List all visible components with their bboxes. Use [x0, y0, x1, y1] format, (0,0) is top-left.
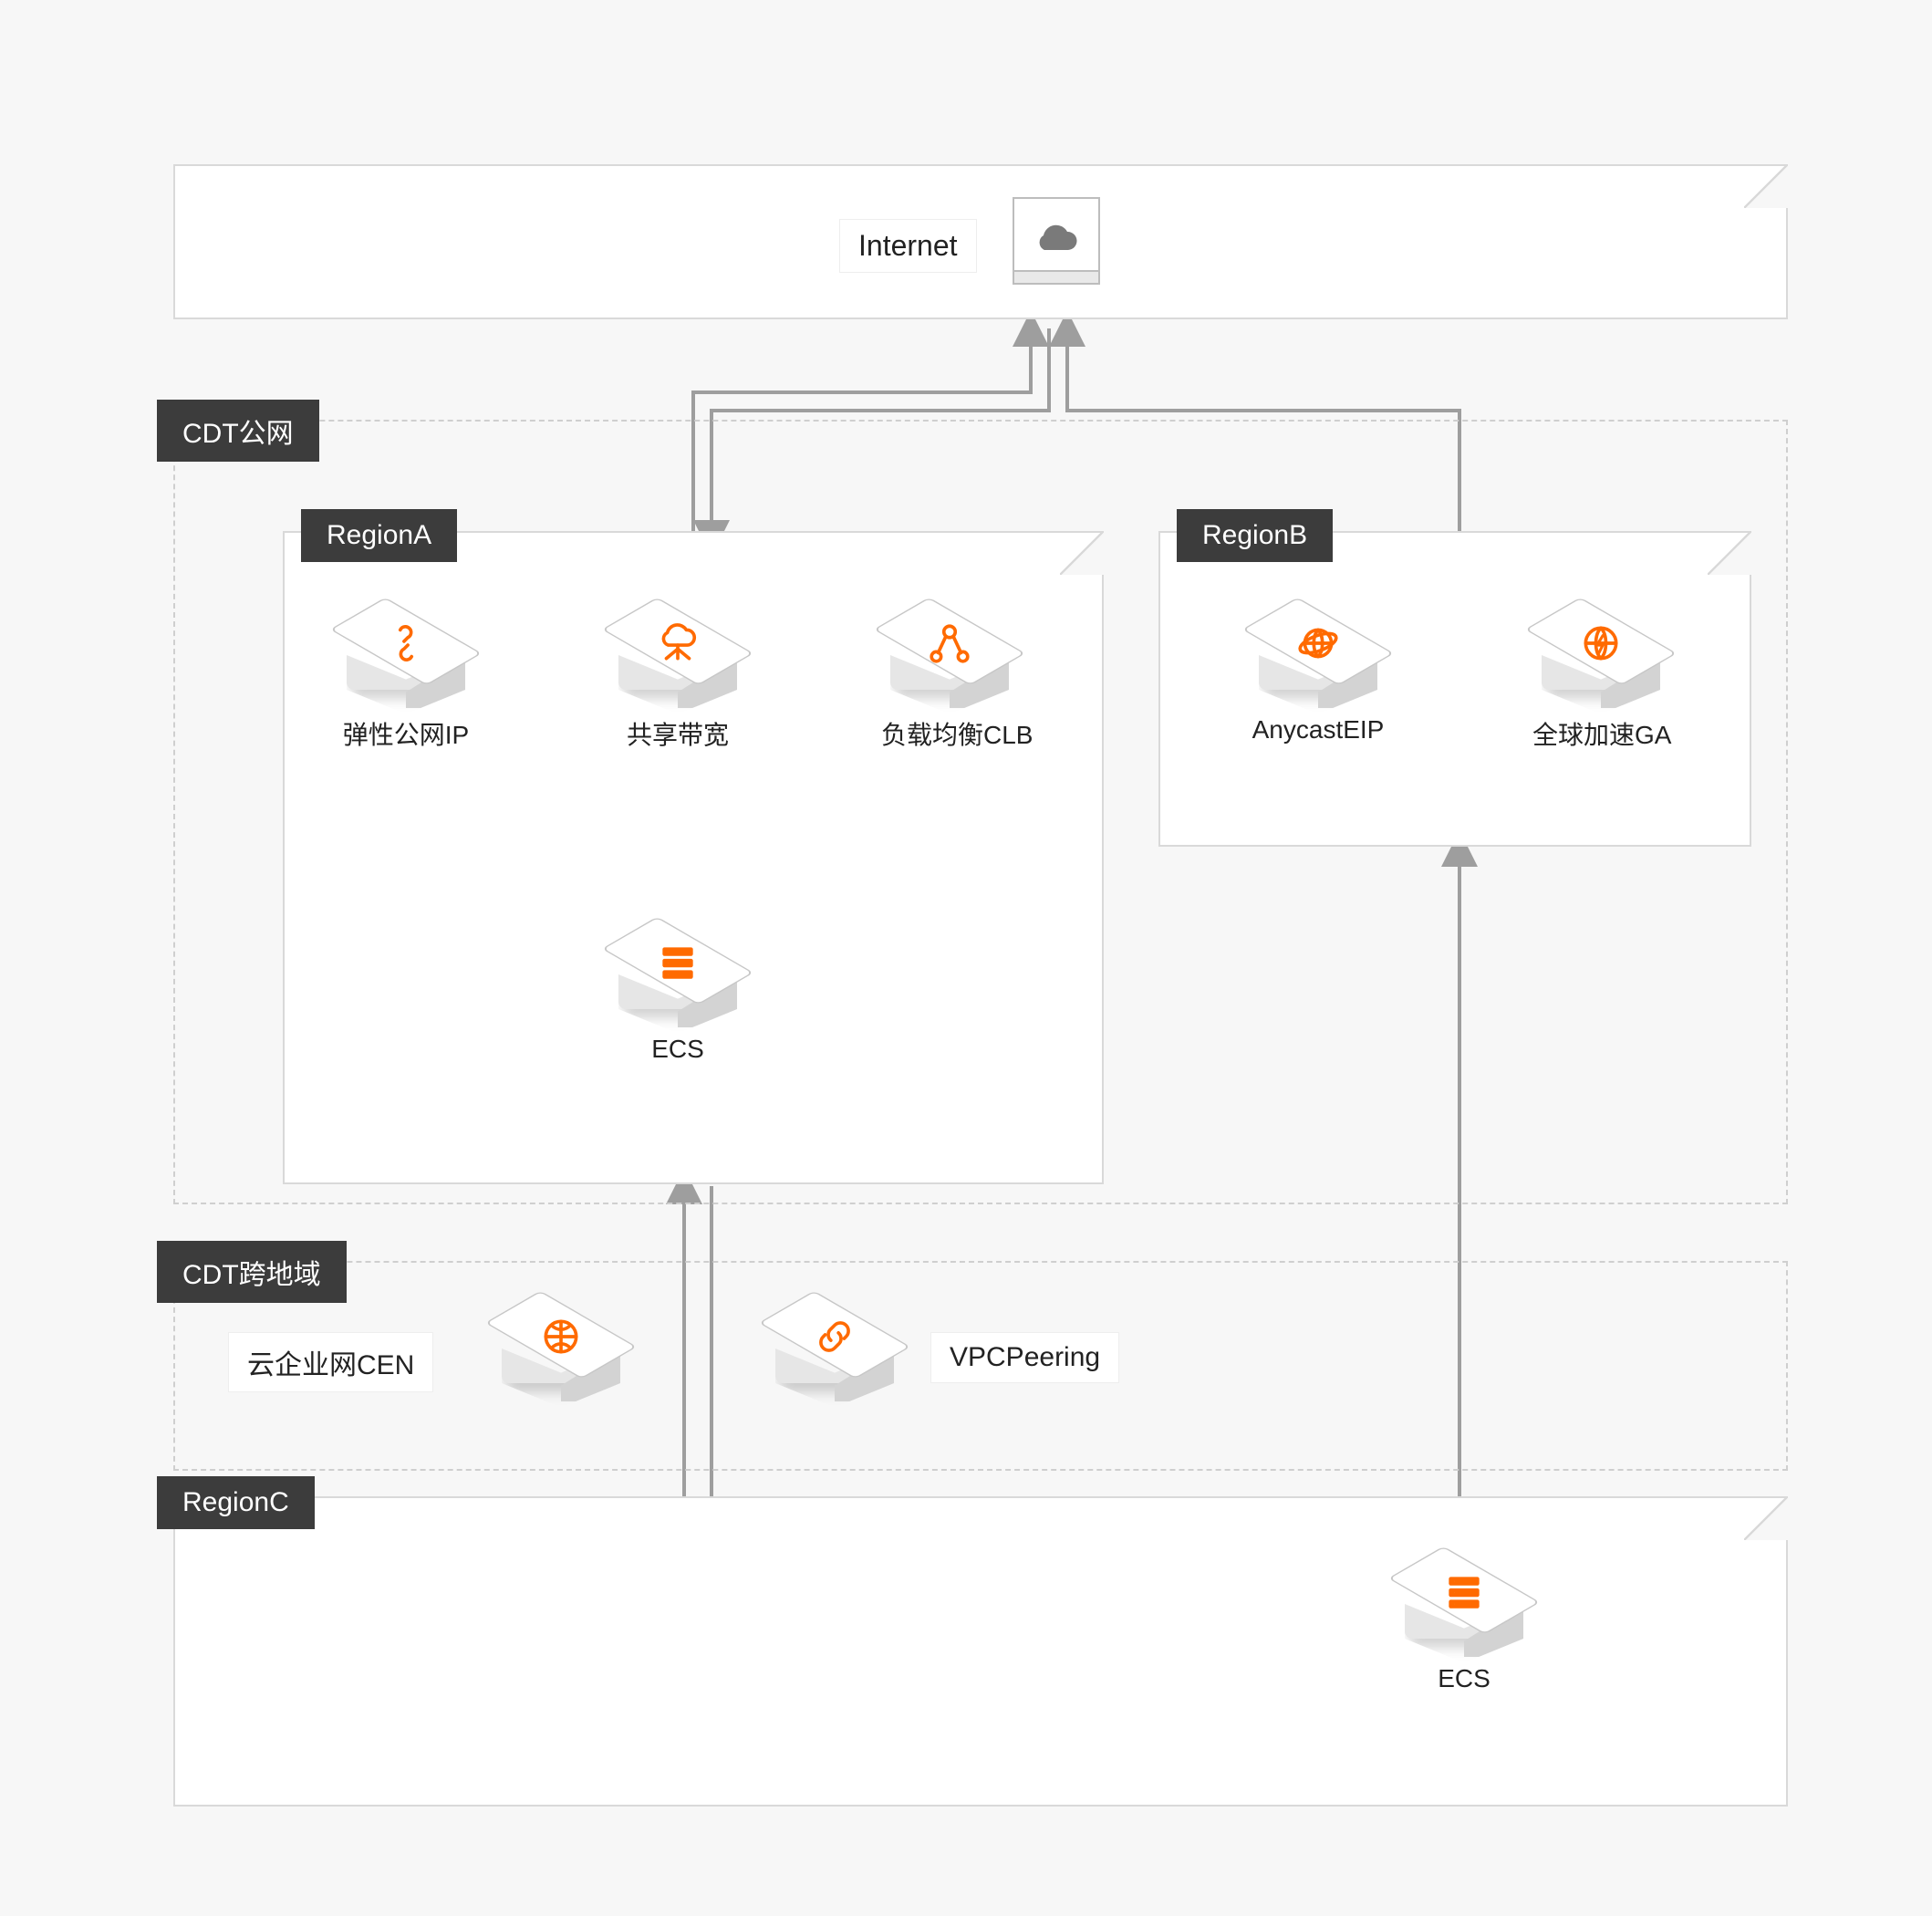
globe-bolt-icon	[1572, 614, 1630, 672]
plug-icon	[377, 614, 435, 672]
cloud-icon	[1013, 197, 1100, 285]
anycast-node: AnycastEIP	[1250, 602, 1387, 748]
vpcpeering-node	[766, 1296, 903, 1442]
vpcpeering-label: VPCPeering	[930, 1332, 1119, 1383]
lb-icon	[920, 614, 979, 672]
eip-node: 弹性公网IP	[338, 602, 474, 748]
regionA-tag: RegionA	[301, 509, 457, 562]
cen-node	[493, 1296, 629, 1442]
node-caption: AnycastEIP	[1250, 715, 1387, 745]
node-caption: 共享带宽	[609, 715, 746, 752]
ecs-c-node: ECS	[1396, 1551, 1532, 1697]
internet-panel	[173, 164, 1788, 319]
ecs-a-node: ECS	[609, 922, 746, 1067]
server-icon	[1435, 1563, 1493, 1621]
cdt-cross-tag: CDT跨地域	[157, 1241, 347, 1303]
cen-label: 云企业网CEN	[228, 1332, 433, 1392]
regionC-panel	[173, 1496, 1788, 1807]
regionC-tag: RegionC	[157, 1476, 315, 1529]
diagram-canvas: Internet CDT公网 RegionA RegionB CDT跨地域 Re…	[0, 0, 1932, 1916]
globe-ring-icon	[1289, 614, 1347, 672]
link-icon	[805, 1307, 864, 1366]
regionB-tag: RegionB	[1177, 509, 1333, 562]
server-icon	[649, 933, 707, 992]
node-caption: 负载均衡CLB	[881, 715, 1018, 752]
ga-node: 全球加速GA	[1532, 602, 1669, 748]
node-caption: 全球加速GA	[1532, 715, 1669, 752]
bandwidth-node: 共享带宽	[609, 602, 746, 748]
internet-label: Internet	[839, 219, 977, 273]
cdt-public-tag: CDT公网	[157, 400, 319, 462]
clb-node: 负载均衡CLB	[881, 602, 1018, 748]
node-caption: 弹性公网IP	[338, 715, 474, 752]
node-caption: ECS	[609, 1035, 746, 1064]
node-caption: ECS	[1396, 1664, 1532, 1693]
globe-grid-icon	[532, 1307, 590, 1366]
cloud-share-icon	[649, 614, 707, 672]
